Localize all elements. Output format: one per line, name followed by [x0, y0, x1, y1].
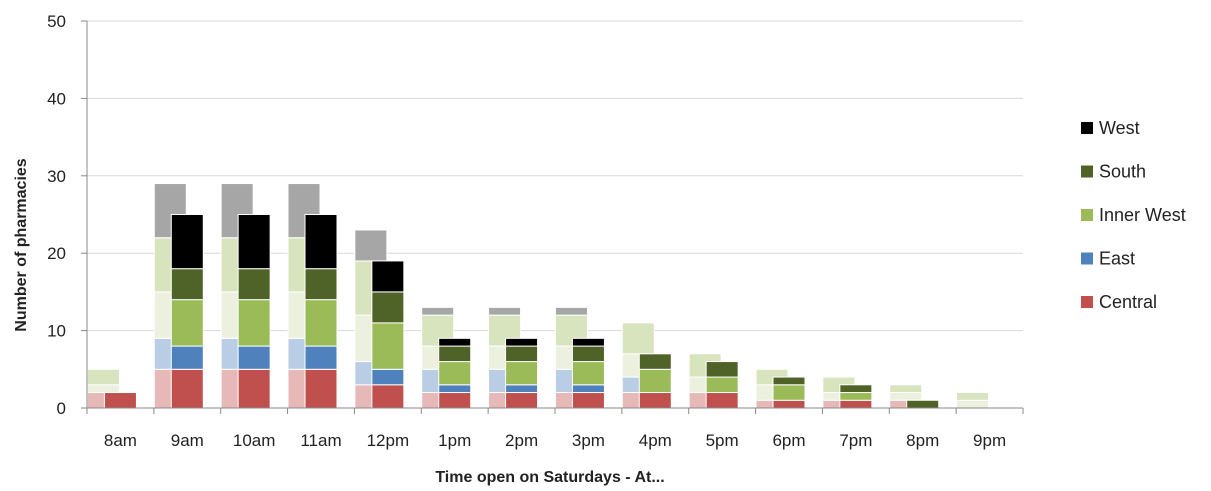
bar-segment-background [488, 306, 522, 316]
bar-segment-west [170, 214, 204, 270]
bar-segment-background [621, 322, 655, 355]
bar-segment-inner-west [839, 392, 873, 401]
bar-segment-inner-west [571, 361, 605, 386]
legend-label: West [1099, 118, 1140, 138]
bar-segment-east [371, 368, 405, 386]
x-tick-label: 7pm [839, 431, 872, 450]
bar-segment-west [438, 337, 472, 347]
bar-segment-background [554, 306, 588, 316]
x-tick-label: 3pm [572, 431, 605, 450]
x-tick-label: 11am [300, 431, 341, 450]
x-tick-label: 12pm [367, 431, 410, 450]
bar-segment-south [505, 345, 539, 363]
x-tick-label: 8pm [906, 431, 939, 450]
bar-segment-central [237, 368, 271, 409]
bar-segment-inner-west [170, 299, 204, 347]
bar-segment-inner-west [505, 361, 539, 386]
bar-segment-south [438, 345, 472, 363]
bar-segment-background [889, 392, 923, 401]
bar-segment-inner-west [304, 299, 338, 347]
bar-segment-west [371, 260, 405, 293]
bar-segment-central [705, 392, 739, 409]
bar-segment-west [237, 214, 271, 270]
legend-swatch [1081, 209, 1093, 221]
legend-swatch [1081, 165, 1093, 178]
y-tick-label: 0 [57, 399, 66, 418]
bar-segment-west [505, 337, 539, 347]
bar-segment-south [304, 268, 338, 301]
bar-segment-background [86, 384, 120, 394]
bar-segment-west [571, 337, 605, 347]
bar-segment-inner-west [772, 384, 806, 401]
bar-segment-background [86, 368, 120, 386]
bar-segment-inner-west [638, 368, 672, 394]
bar-segment-central [772, 399, 806, 409]
bar-segment-east [237, 345, 271, 370]
legend-label: South [1099, 162, 1146, 182]
y-tick-label: 40 [47, 89, 66, 108]
bar-segment-inner-west [705, 376, 739, 394]
bar-segment-south [237, 268, 271, 301]
bar-segment-background [956, 392, 990, 401]
legend-label: Inner West [1099, 205, 1186, 225]
bar-segment-background [956, 399, 990, 409]
bar-segment-central [170, 368, 204, 409]
bar-segment-south [906, 399, 940, 409]
x-tick-label: 4pm [639, 431, 672, 450]
bar-segment-south [772, 376, 806, 386]
bar-segment-south [638, 353, 672, 370]
bar-segment-central [571, 392, 605, 409]
bar-segment-inner-west [371, 322, 405, 370]
x-tick-label: 5pm [706, 431, 739, 450]
x-tick-label: 8am [104, 431, 137, 450]
axes [81, 20, 1024, 414]
bar-segment-south [705, 361, 739, 378]
bars [86, 183, 990, 409]
bar-segment-central [103, 392, 137, 409]
legend-label: Central [1099, 292, 1157, 312]
legend-swatch [1081, 122, 1093, 134]
x-tick-label: 10am [233, 431, 276, 450]
bar-segment-south [170, 268, 204, 301]
bar-segment-central [438, 392, 472, 409]
bar-segment-east [304, 345, 338, 370]
x-tick-label: 2pm [505, 431, 538, 450]
legend: West South Inner West East Central [1081, 118, 1186, 312]
bar-segment-background [421, 306, 455, 316]
bar-segment-west [304, 214, 338, 270]
y-tick-label: 30 [47, 167, 66, 186]
bar-segment-inner-west [438, 361, 472, 386]
legend-swatch [1081, 252, 1093, 265]
bar-segment-east [571, 384, 605, 394]
bar-segment-south [571, 345, 605, 363]
legend-swatch [1081, 296, 1093, 308]
bar-segment-central [839, 399, 873, 409]
bar-segment-central [505, 392, 539, 409]
bar-segment-south [371, 291, 405, 324]
x-axis-title: Time open on Saturdays - At... [435, 469, 664, 486]
x-tick-label: 6pm [772, 431, 805, 450]
tick-labels: 0 10 20 30 40 50 8am 9am 10am 11am 12pm 1pm 2pm 3pm 4p… [47, 12, 1006, 450]
y-tick-label: 20 [47, 244, 66, 263]
x-tick-label: 9am [171, 431, 204, 450]
y-axis-title: Number of pharmacies [13, 158, 30, 331]
legend-label: East [1099, 249, 1135, 269]
bar-segment-east [438, 384, 472, 394]
x-tick-label: 1pm [438, 431, 471, 450]
bar-segment-east [170, 345, 204, 370]
y-tick-label: 10 [47, 322, 66, 341]
bar-segment-background [554, 314, 588, 347]
bar-segment-background [889, 384, 923, 394]
x-tick-label: 9pm [973, 431, 1006, 450]
bar-segment-background [354, 229, 388, 262]
bar-segment-south [839, 384, 873, 394]
bar-segment-central [371, 384, 405, 409]
bar-segment-central [304, 368, 338, 409]
bar-segment-east [505, 384, 539, 394]
bar-segment-central [638, 392, 672, 409]
y-tick-label: 50 [47, 12, 66, 31]
bar-segment-inner-west [237, 299, 271, 347]
